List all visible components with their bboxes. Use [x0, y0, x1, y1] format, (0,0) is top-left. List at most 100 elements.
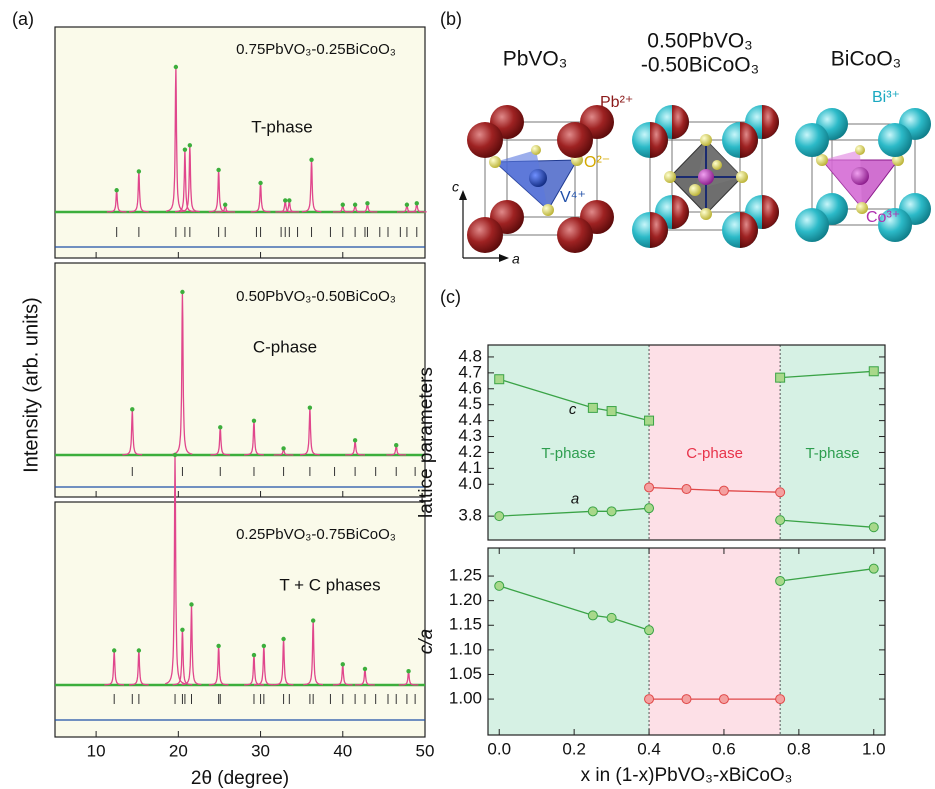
y-axis-label: c/a	[416, 629, 437, 654]
x-axis-label: x in (1-x)PbVO₃-xBiCoO₃	[581, 765, 793, 786]
observed-point	[340, 662, 345, 667]
panel-label: (c)	[440, 287, 461, 307]
marker	[644, 415, 655, 426]
marker	[644, 694, 655, 705]
observed-point	[365, 201, 370, 206]
series-line	[499, 507, 874, 528]
observed-point	[223, 202, 228, 207]
y-tick-label: 1.25	[449, 566, 482, 585]
y-tick-label: 4.0	[458, 474, 482, 493]
x-tick-label: 10	[87, 741, 106, 760]
marker	[868, 366, 879, 377]
y-tick-label: 1.00	[449, 689, 482, 708]
axis-arrows	[459, 190, 509, 262]
series-label: a	[571, 490, 579, 507]
observed-point	[172, 452, 178, 458]
phase-label: T + C phases	[279, 575, 380, 594]
marker	[494, 511, 505, 522]
x-tick-label: 0.2	[562, 739, 586, 758]
y-tick-label: 1.20	[449, 590, 482, 609]
observed-point	[216, 643, 221, 649]
y-tick-label: 4.2	[458, 442, 482, 461]
marker	[606, 612, 617, 623]
observed-point	[251, 652, 257, 658]
observed-point	[281, 636, 286, 642]
marker	[718, 694, 729, 705]
x-tick-label: 40	[333, 741, 352, 760]
x-tick-label: 0.4	[637, 739, 661, 758]
region-label: C-phase	[686, 445, 743, 462]
marker	[775, 515, 786, 526]
y-tick-label: 4.3	[458, 426, 482, 445]
ion-label: O²⁻	[584, 154, 610, 171]
observed-point	[130, 407, 135, 412]
y-tick-label: 4.7	[458, 362, 482, 381]
ion-label: V⁴⁺	[560, 189, 586, 206]
observed-point	[352, 438, 358, 443]
marker	[644, 503, 655, 514]
observed-point	[182, 147, 188, 152]
observed-point	[362, 666, 368, 672]
y-axis-label: Intensity (arb. units)	[20, 297, 42, 473]
axis-letter: a	[512, 251, 520, 267]
x-axis-label: 2θ (degree)	[191, 768, 289, 789]
marker	[587, 402, 598, 413]
marker	[681, 694, 692, 705]
structure-panel: PbVO₃ 0.50PbVO₃ -0.50BiCoO₃ BiCoO₃ Pb²⁺ …	[452, 30, 931, 267]
x-tick-label: 30	[251, 741, 270, 760]
marker	[775, 575, 786, 586]
y-tick-label: 4.6	[458, 378, 482, 397]
y-tick-label: 4.1	[458, 458, 482, 477]
observed-point	[281, 446, 286, 451]
series-line	[499, 568, 874, 631]
composition-label: 0.25PbVO₃-0.75BiCoO₃	[236, 526, 396, 543]
marker	[606, 506, 617, 517]
structure-title: BiCoO₃	[831, 48, 901, 71]
observed-point	[136, 169, 142, 174]
cubic-cell	[632, 105, 779, 248]
observed-point	[112, 648, 117, 653]
y-tick-label: 1.15	[449, 615, 482, 634]
observed-point	[189, 602, 194, 607]
marker	[494, 374, 505, 385]
observed-point	[218, 425, 223, 430]
marker	[681, 484, 692, 495]
phase-region	[488, 345, 650, 540]
x-tick-label: 0.6	[712, 739, 736, 758]
y-tick-label: 1.05	[449, 664, 482, 683]
series-line	[499, 370, 874, 422]
observed-point	[352, 202, 358, 207]
structure-title: -0.50BiCoO₃	[641, 54, 759, 77]
marker	[606, 406, 617, 417]
marker	[644, 625, 655, 636]
marker	[587, 610, 598, 621]
observed-point	[251, 418, 257, 423]
marker	[718, 485, 729, 496]
region-label: T-phase	[541, 445, 595, 462]
marker	[494, 580, 505, 591]
observed-point	[310, 618, 316, 623]
phase-label: T-phase	[251, 117, 312, 136]
y-tick-label: 4.5	[458, 394, 482, 413]
marker	[868, 522, 879, 533]
structure-title: 0.50PbVO₃	[647, 30, 752, 53]
observed-point	[114, 188, 119, 193]
marker	[868, 563, 879, 574]
ion-label: Bi³⁺	[872, 89, 900, 106]
observed-point	[414, 201, 419, 206]
plot-background	[54, 262, 426, 498]
marker	[644, 482, 655, 493]
phase-region	[780, 548, 885, 735]
plot-background	[54, 501, 426, 738]
y-tick-label: 4.8	[458, 346, 482, 365]
observed-point	[283, 198, 288, 203]
plot-background	[54, 26, 426, 259]
panel-label: (b)	[440, 9, 462, 29]
observed-point	[216, 167, 221, 173]
observed-point	[287, 198, 292, 203]
marker	[775, 372, 786, 383]
bicoo3-cell	[795, 108, 931, 242]
x-tick-label: 0.8	[787, 739, 811, 758]
marker	[775, 694, 786, 705]
